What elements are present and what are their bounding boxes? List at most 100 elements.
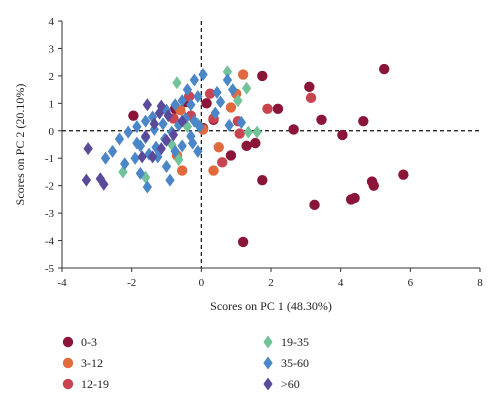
point-35-60 — [100, 151, 111, 165]
data-points — [81, 63, 409, 248]
point-0-3 — [398, 169, 409, 180]
point-gt60 — [149, 117, 159, 131]
point-0-3 — [316, 114, 327, 126]
y-tick-label: -4 — [45, 236, 55, 248]
point-19-35 — [174, 153, 184, 167]
y-tick-label: -3 — [45, 208, 55, 220]
legend: 0-3 3-12 12-19 19-35 35-60 >60 — [62, 335, 309, 391]
point-12-19 — [217, 157, 228, 168]
point-gt60 — [83, 142, 93, 156]
y-tick-label: -1 — [45, 153, 54, 165]
point-19-35 — [172, 76, 182, 90]
point-35-60 — [120, 157, 130, 171]
point-35-60 — [170, 144, 180, 158]
x-tick-label: -2 — [127, 277, 136, 289]
point-0-3 — [250, 137, 261, 149]
point-3-12 — [208, 165, 219, 176]
point-0-3 — [309, 199, 320, 211]
legend-19-35-marker — [263, 335, 273, 349]
point-35-60 — [132, 136, 142, 150]
point-35-60 — [177, 139, 187, 153]
point-35-60 — [165, 173, 175, 187]
point-gt60 — [177, 114, 187, 128]
point-gt60 — [161, 133, 172, 147]
point-0-3 — [128, 110, 139, 121]
point-19-35 — [140, 170, 151, 184]
y-tick-label: -2 — [45, 181, 54, 193]
point-35-60 — [174, 118, 184, 132]
point-35-60 — [193, 89, 203, 103]
point-35-60 — [215, 95, 226, 109]
point-0-3 — [379, 63, 390, 75]
x-tick-label: 4 — [338, 277, 344, 289]
point-0-3 — [257, 70, 268, 82]
point-35-60 — [187, 136, 198, 150]
point-19-35 — [118, 165, 128, 179]
point-19-35 — [233, 94, 243, 108]
x-tick-label: -4 — [57, 277, 67, 289]
point-19-35 — [241, 81, 252, 95]
point-gt60 — [142, 98, 153, 112]
legend-35-60-label: 35-60 — [281, 356, 309, 370]
y-tick-label: 0 — [49, 126, 55, 138]
y-tick-label: 4 — [49, 16, 55, 28]
point-35-60 — [135, 166, 146, 180]
point-35-60 — [161, 159, 172, 173]
point-35-60 — [158, 117, 168, 131]
y-tick-label: -5 — [45, 263, 55, 275]
legend-gt60-label: >60 — [281, 377, 300, 391]
point-35-60 — [177, 94, 187, 108]
point-0-3 — [201, 98, 212, 109]
point-35-60 — [194, 120, 205, 134]
legend-gt60-marker — [263, 377, 273, 391]
point-35-60 — [186, 98, 196, 112]
point-35-60 — [193, 144, 203, 158]
legend-35-60-marker — [263, 356, 273, 370]
point-0-3 — [241, 140, 252, 152]
point-gt60 — [163, 109, 173, 123]
point-gt60 — [99, 177, 109, 191]
point-3-12 — [213, 142, 224, 153]
point-35-60 — [182, 83, 193, 97]
legend-12-19-label: 12-19 — [81, 377, 109, 391]
point-35-60 — [228, 83, 238, 97]
point-12-19 — [262, 103, 273, 115]
point-35-60 — [147, 110, 158, 124]
point-gt60 — [81, 173, 92, 187]
point-35-60 — [180, 111, 191, 125]
y-tick-label: 3 — [49, 43, 55, 55]
point-0-3 — [337, 129, 348, 141]
point-35-60 — [142, 180, 153, 194]
point-gt60 — [168, 128, 179, 142]
x-axis-title: Scores on PC 1 (48.30%) — [210, 299, 332, 313]
point-3-12 — [237, 69, 249, 80]
point-gt60 — [140, 129, 151, 143]
y-axis-title: Scores on PC 2 (20.10%) — [13, 84, 27, 206]
point-35-60 — [107, 144, 118, 158]
x-tick-label: 6 — [408, 277, 414, 289]
point-gt60 — [137, 150, 147, 164]
y-tick-label: 2 — [49, 71, 55, 83]
point-35-60 — [212, 85, 222, 99]
point-12-19 — [305, 92, 317, 104]
point-35-60 — [144, 147, 154, 161]
legend-19-35-label: 19-35 — [281, 335, 309, 349]
point-3-12 — [175, 104, 186, 116]
point-35-60 — [210, 106, 220, 120]
point-35-60 — [123, 125, 133, 139]
point-35-60 — [130, 151, 140, 165]
point-0-3 — [349, 192, 360, 204]
point-35-60 — [140, 114, 151, 128]
y-tick-label: 1 — [49, 98, 55, 110]
point-0-3 — [225, 150, 237, 161]
x-tick-label: 8 — [477, 277, 483, 289]
point-3-12 — [225, 102, 237, 113]
point-19-35 — [252, 125, 262, 139]
point-0-3 — [272, 103, 284, 115]
point-19-35 — [222, 65, 233, 79]
point-gt60 — [147, 150, 158, 164]
legend-12-19-marker — [62, 378, 74, 390]
legend-0-3-label: 0-3 — [81, 335, 97, 349]
